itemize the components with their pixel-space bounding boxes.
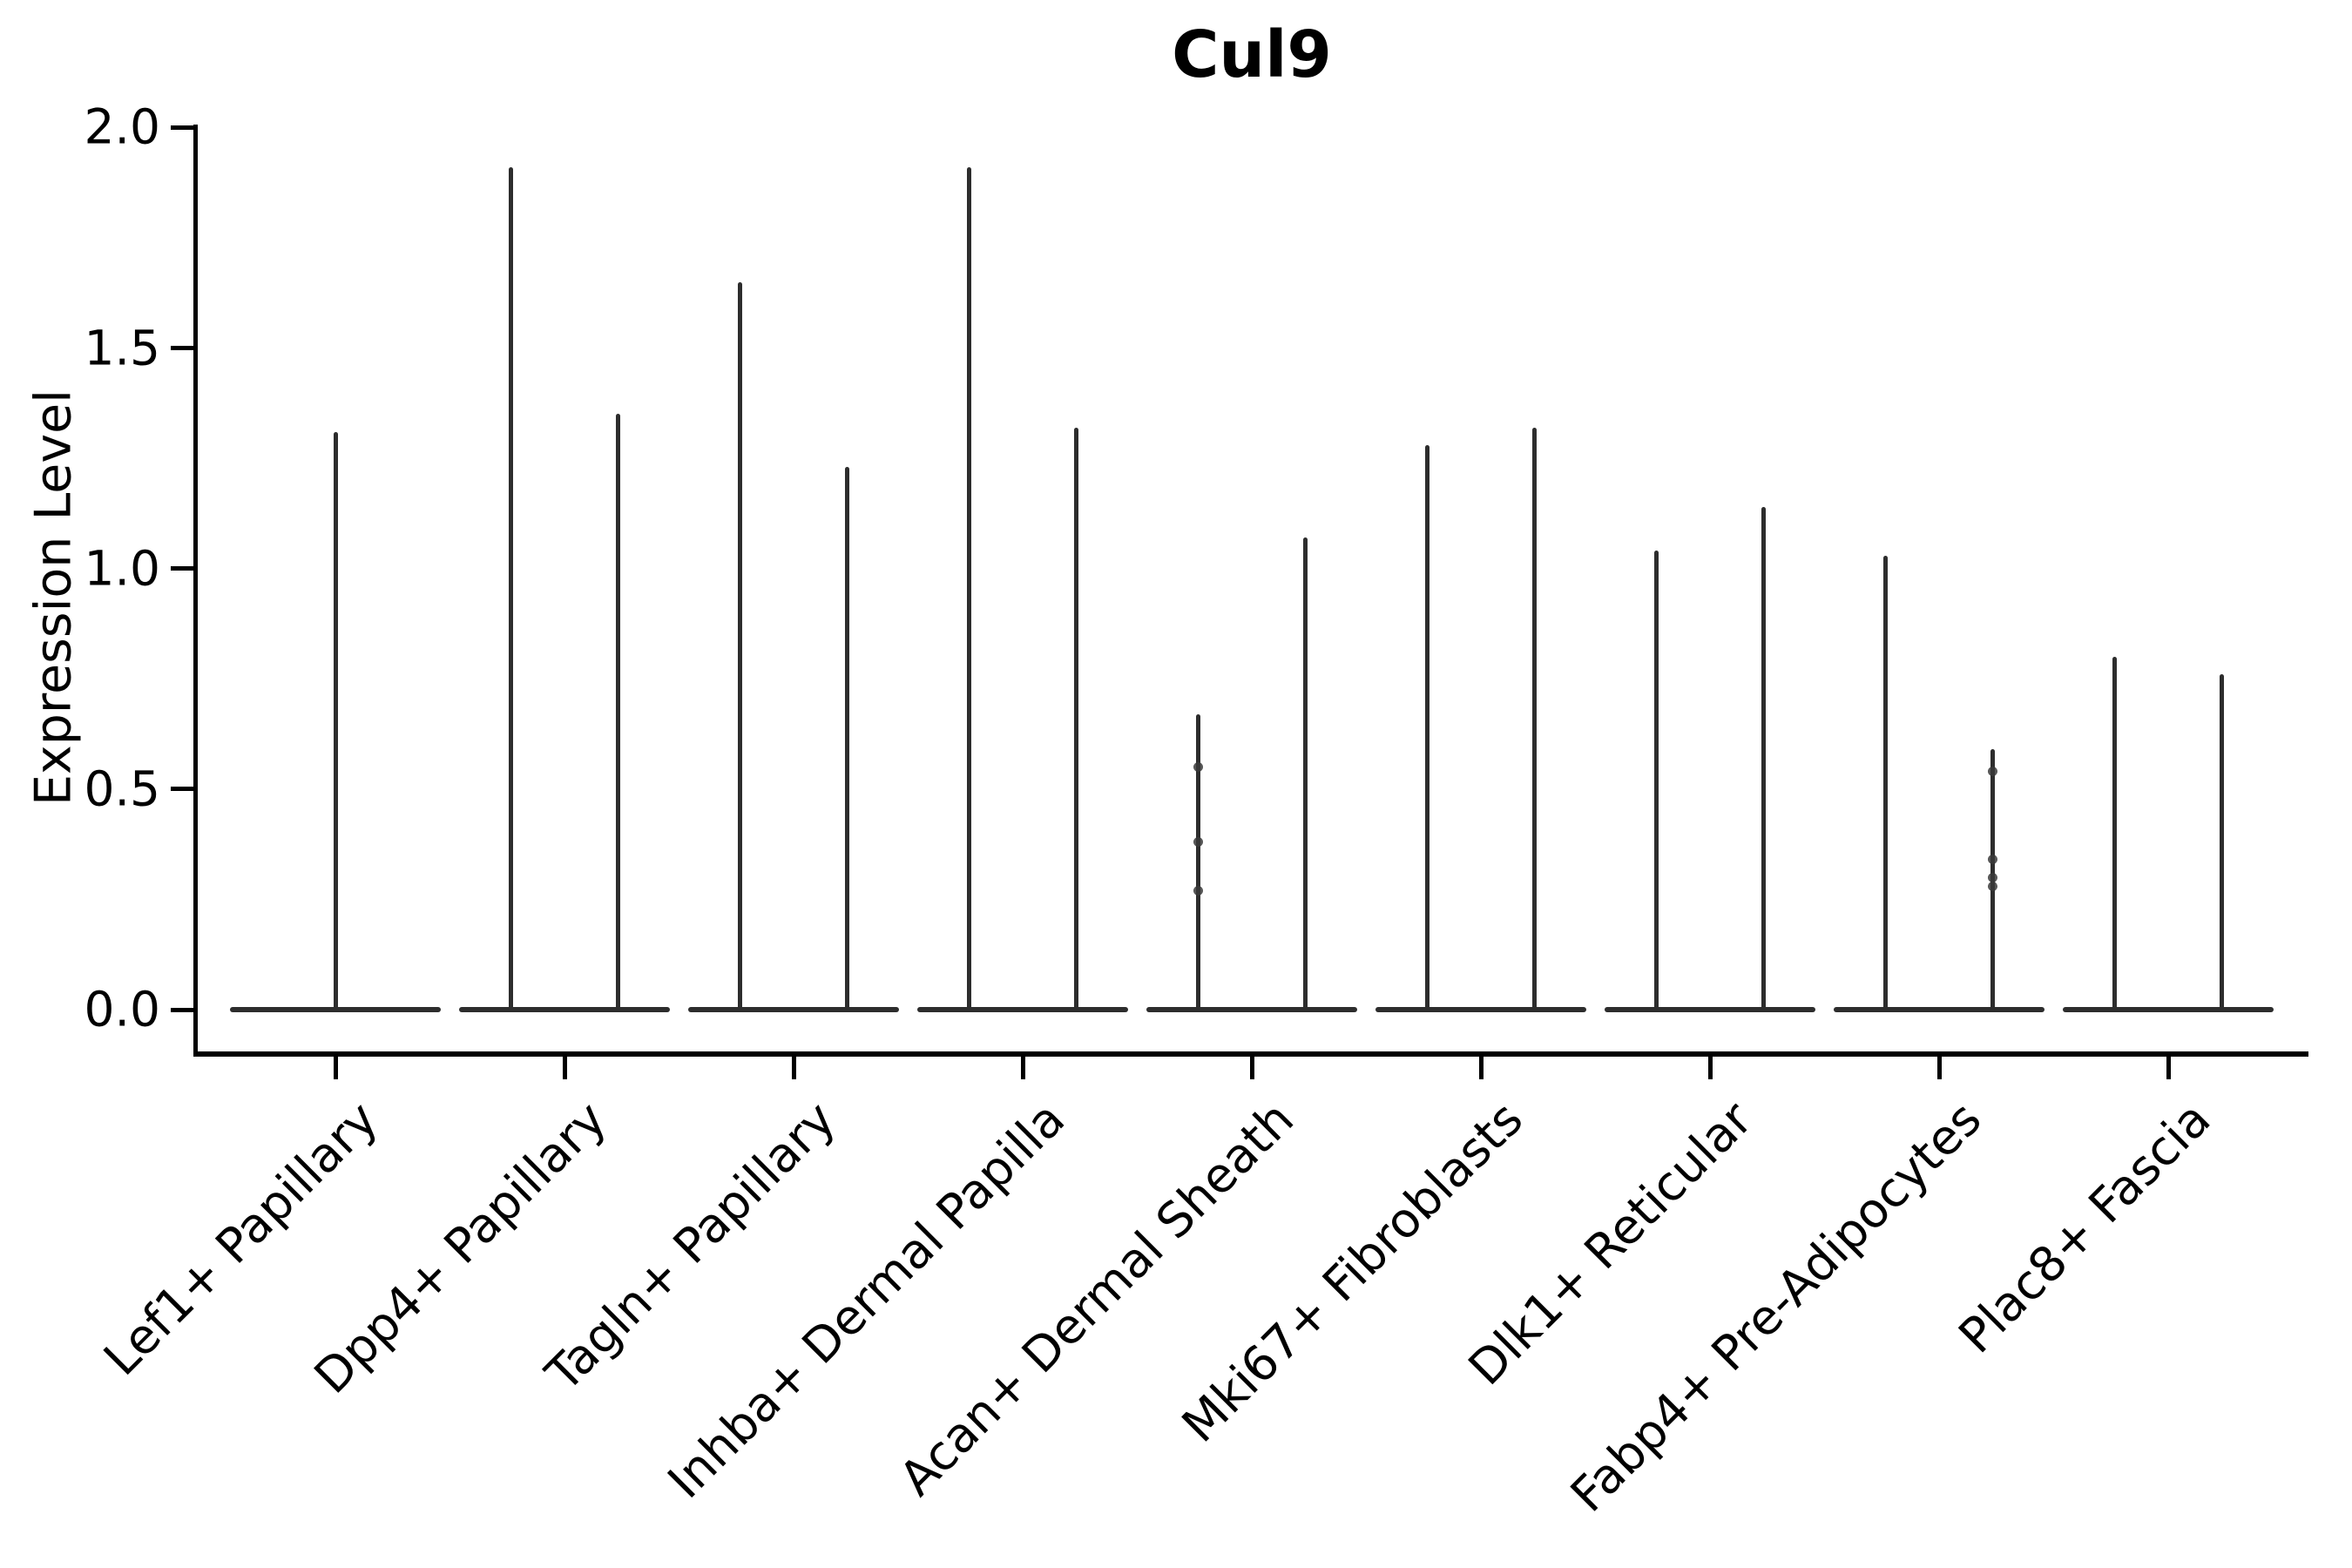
y-tick-label: 0.5 — [84, 760, 160, 817]
data-point-dot — [1193, 837, 1203, 848]
x-tick-mark — [562, 1057, 567, 1079]
violin-base — [917, 1007, 1128, 1012]
data-point-dot — [1988, 767, 1997, 777]
violin-base — [1146, 1007, 1357, 1012]
violin-base — [1605, 1007, 1815, 1012]
x-tick-mark — [1249, 1057, 1254, 1079]
violin-spike — [509, 166, 513, 1012]
data-point-dot — [1988, 855, 1997, 865]
violin-spike — [1883, 555, 1888, 1012]
y-tick-mark — [171, 346, 193, 351]
y-tick-mark — [171, 566, 193, 571]
x-tick-mark — [333, 1057, 338, 1079]
violin-spike — [616, 414, 620, 1012]
x-tick-mark — [1478, 1057, 1484, 1079]
y-axis-label: Expression Level — [24, 389, 83, 806]
x-tick-label: Plac8+ Fascia — [1948, 1091, 2221, 1364]
violin-spike — [1303, 537, 1308, 1012]
x-tick-label: Acan+ Dermal Sheath — [889, 1091, 1305, 1507]
violin-base — [1834, 1007, 2044, 1012]
violin-spike — [2112, 656, 2117, 1012]
violin-spike — [845, 467, 849, 1012]
violin-spike — [738, 281, 742, 1012]
x-tick-mark — [1020, 1057, 1025, 1079]
violin-spike — [333, 431, 338, 1012]
x-tick-mark — [1936, 1057, 1942, 1079]
x-tick-mark — [2166, 1057, 2171, 1079]
y-tick-mark — [171, 787, 193, 792]
violin-spike — [2220, 674, 2224, 1012]
violin-base — [459, 1007, 670, 1012]
violin-spike — [1761, 506, 1766, 1012]
data-point-dot — [1988, 872, 1997, 882]
x-tick-mark — [791, 1057, 796, 1079]
violin-base — [688, 1007, 899, 1012]
y-tick-label: 1.0 — [84, 540, 160, 597]
x-axis-line — [193, 1051, 2308, 1057]
y-tick-label: 2.0 — [84, 98, 160, 155]
y-tick-label: 1.5 — [84, 320, 160, 376]
violin-spike — [1654, 551, 1659, 1012]
data-point-dot — [1193, 885, 1203, 896]
y-axis-line — [193, 125, 198, 1057]
violin-spike — [1425, 444, 1429, 1012]
violin-spike — [1196, 713, 1200, 1012]
x-tick-label: Fabp4+ Pre-Adipocytes — [1559, 1091, 1992, 1523]
data-point-dot — [1988, 881, 1997, 891]
violin-spike — [967, 166, 971, 1012]
violin-base — [1375, 1007, 1586, 1012]
x-tick-label: Inhba+ Dermal Papilla — [657, 1091, 1076, 1510]
violin-base — [2063, 1007, 2274, 1012]
violin-spike — [1074, 427, 1078, 1012]
violin-spike — [1532, 427, 1537, 1012]
x-tick-mark — [1707, 1057, 1713, 1079]
y-tick-mark — [171, 1007, 193, 1012]
chart-title: Cul9 — [1172, 17, 1332, 92]
y-tick-label: 0.0 — [84, 981, 160, 1037]
data-point-dot — [1193, 762, 1203, 773]
y-tick-mark — [171, 125, 193, 130]
